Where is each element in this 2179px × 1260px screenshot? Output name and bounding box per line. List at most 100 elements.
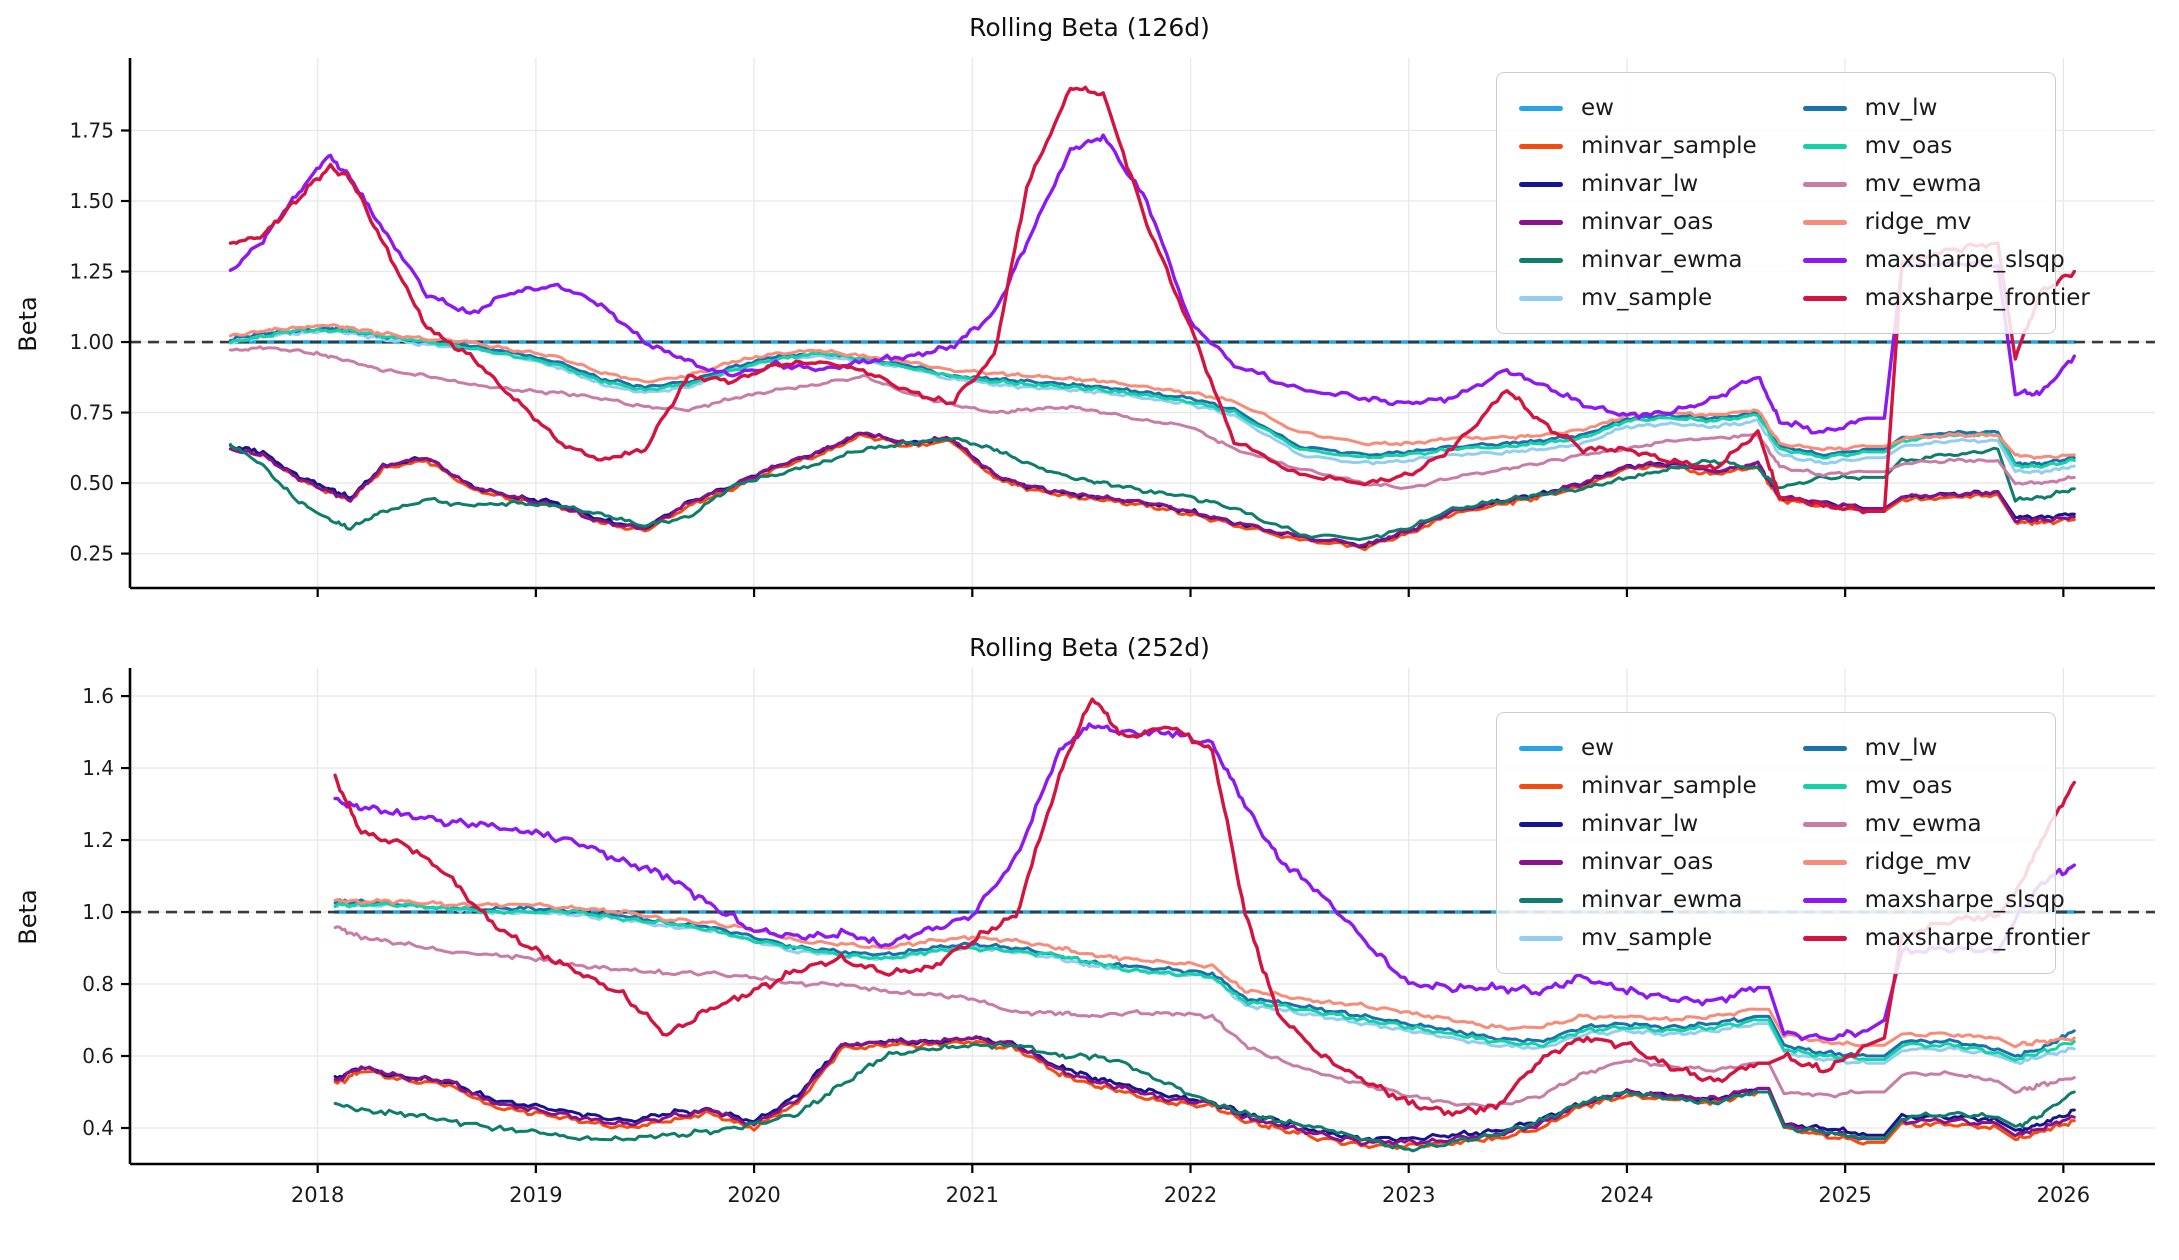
x-tick-label: 2021 (946, 1183, 999, 1207)
series-line-mv_oas (228, 327, 2076, 469)
legend-label: mv_sample (1581, 924, 1713, 951)
y-tick-label: 1.75 (69, 118, 114, 142)
x-tick-label: 2020 (727, 1183, 780, 1207)
series-line-minvar_ewma (333, 1041, 2076, 1153)
legend-label: minvar_ewma (1581, 246, 1743, 273)
legend-label: minvar_sample (1581, 132, 1757, 159)
x-tick-label: 2019 (509, 1183, 562, 1207)
legend-label: minvar_ewma (1581, 886, 1743, 913)
y-tick-label: 1.4 (82, 756, 114, 780)
legend-label: mv_ewma (1864, 170, 1982, 197)
y-tick-label: 1.2 (82, 828, 114, 852)
top-chart-title: Rolling Beta (126d) (969, 13, 1210, 42)
legend-item-mv_lw: mv_lw (1802, 89, 2090, 127)
series-line-minvar_oas (333, 1035, 2076, 1147)
series-line-maxsharpe_slsqp (228, 133, 2077, 435)
series-line-maxsharpe_frontier (228, 85, 2077, 515)
legend-swatch-mv_sample (1519, 295, 1563, 301)
y-tick-label: 0.8 (82, 972, 114, 996)
y-tick-label: 1.00 (69, 330, 114, 354)
legend-item-minvar_lw: minvar_lw (1519, 805, 1757, 843)
series-line-maxsharpe_slsqp (333, 722, 2077, 1042)
legend-swatch-maxsharpe_frontier (1802, 935, 1847, 941)
legend-swatch-mv_lw (1802, 745, 1847, 751)
legend-swatch-minvar_lw (1519, 181, 1563, 187)
series-line-mv_ewma (228, 345, 2076, 490)
legend-swatch-ew (1519, 745, 1563, 751)
legend-label: minvar_lw (1581, 170, 1699, 197)
legend-label: minvar_oas (1581, 848, 1714, 875)
legend-swatch-minvar_sample (1519, 143, 1563, 149)
series-line-minvar_oas (228, 431, 2076, 548)
legend-item-minvar_sample: minvar_sample (1519, 767, 1757, 805)
legend-swatch-ridge_mv (1802, 859, 1847, 865)
x-tick-label: 2026 (2037, 1183, 2090, 1207)
y-tick-label: 0.50 (69, 471, 114, 495)
legend-item-ew: ew (1519, 89, 1757, 127)
legend-swatch-mv_oas (1802, 143, 1847, 149)
legend-item-minvar_ewma: minvar_ewma (1519, 241, 1757, 279)
series-line-maxsharpe_frontier (333, 697, 2077, 1117)
legend-swatch-mv_ewma (1802, 181, 1847, 187)
legend-swatch-maxsharpe_slsqp (1802, 897, 1847, 903)
legend-label: ew (1581, 94, 1614, 121)
legend-swatch-maxsharpe_slsqp (1802, 257, 1847, 263)
series-line-ridge_mv (228, 323, 2076, 461)
legend-label: maxsharpe_frontier (1864, 924, 2090, 951)
series-line-ridge_mv (333, 898, 2076, 1049)
legend-item-mv_oas: mv_oas (1802, 127, 2090, 165)
legend-item-minvar_sample: minvar_sample (1519, 127, 1757, 165)
x-tick-label: 2024 (1600, 1183, 1653, 1207)
legend-item-mv_lw: mv_lw (1802, 729, 2090, 767)
legend-item-maxsharpe_frontier: maxsharpe_frontier (1802, 919, 2090, 957)
legend-swatch-minvar_lw (1519, 821, 1563, 827)
legend-swatch-mv_sample (1519, 935, 1563, 941)
legend-label: mv_lw (1864, 734, 1938, 761)
legend-label: mv_ewma (1864, 810, 1982, 837)
legend-item-mv_sample: mv_sample (1519, 919, 1757, 957)
legend-swatch-mv_lw (1802, 105, 1847, 111)
legend-swatch-minvar_ewma (1519, 897, 1563, 903)
y-tick-label: 1.6 (82, 684, 114, 708)
y-tick-label: 0.6 (82, 1044, 114, 1068)
series-line-minvar_ewma (228, 436, 2076, 542)
y-tick-label: 0.4 (82, 1116, 114, 1140)
x-tick-label: 2025 (1818, 1183, 1871, 1207)
legend-item-ew: ew (1519, 729, 1757, 767)
y-tick-label: 1.25 (69, 260, 114, 284)
legend-swatch-minvar_oas (1519, 219, 1563, 225)
legend-label: maxsharpe_slsqp (1864, 246, 2065, 273)
legend-item-maxsharpe_frontier: maxsharpe_frontier (1802, 279, 2090, 317)
legend-label: mv_lw (1864, 94, 1938, 121)
legend-item-mv_sample: mv_sample (1519, 279, 1757, 317)
legend-item-minvar_lw: minvar_lw (1519, 165, 1757, 203)
legend-swatch-minvar_ewma (1519, 257, 1563, 263)
legend-swatch-ridge_mv (1802, 219, 1847, 225)
legend-label: maxsharpe_slsqp (1864, 886, 2065, 913)
legend-swatch-mv_ewma (1802, 821, 1847, 827)
legend-item-maxsharpe_slsqp: maxsharpe_slsqp (1802, 241, 2090, 279)
legend-item-minvar_oas: minvar_oas (1519, 203, 1757, 241)
legend-item-minvar_ewma: minvar_ewma (1519, 881, 1757, 919)
legend-item-maxsharpe_slsqp: maxsharpe_slsqp (1802, 881, 2090, 919)
legend-label: ew (1581, 734, 1614, 761)
legend-swatch-ew (1519, 105, 1563, 111)
series-line-mv_oas (333, 901, 2076, 1062)
series-line-mv_ewma (333, 925, 2076, 1110)
legend-item-mv_oas: mv_oas (1802, 767, 2090, 805)
y-tick-label: 1.50 (69, 189, 114, 213)
legend-item-minvar_oas: minvar_oas (1519, 843, 1757, 881)
legend-label: minvar_lw (1581, 810, 1699, 837)
legend-label: minvar_sample (1581, 772, 1757, 799)
legend-label: mv_oas (1864, 772, 1953, 799)
legend-label: maxsharpe_frontier (1864, 284, 2090, 311)
y-tick-label: 0.25 (69, 542, 114, 566)
legend-label: minvar_oas (1581, 208, 1714, 235)
x-tick-label: 2023 (1382, 1183, 1435, 1207)
legend-item-ridge_mv: ridge_mv (1802, 843, 2090, 881)
y-tick-label: 1.0 (82, 900, 114, 924)
